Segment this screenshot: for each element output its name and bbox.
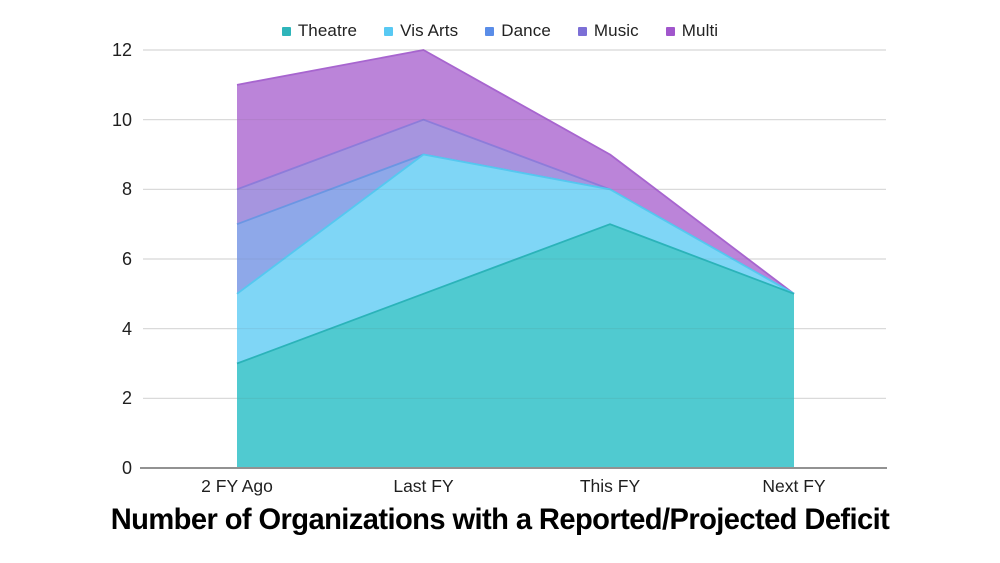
y-tick-label-0: 0: [121, 458, 132, 478]
y-tick-label-4: 4: [121, 318, 132, 339]
x-axis-label-last-fy: Last FY: [393, 476, 454, 496]
line-theatre: [236, 223, 795, 365]
legend-item-vis-arts[interactable]: Vis Arts: [384, 21, 458, 41]
legend-swatch-dance: [485, 26, 495, 36]
line-vis-arts: [236, 153, 795, 295]
area-theatre: [237, 224, 794, 468]
y-tick-label-10: 10: [111, 109, 132, 130]
legend-item-theatre[interactable]: Theatre: [281, 21, 358, 41]
x-axis-label-this-fy: This FY: [579, 476, 641, 496]
legend-item-dance[interactable]: Dance: [485, 21, 551, 41]
legend-label-multi: Multi: [681, 21, 719, 40]
x-axis-label-next-fy: Next FY: [762, 476, 826, 496]
legend-swatch-music: [577, 26, 587, 36]
legend-label-vis-arts: Vis Arts: [400, 21, 459, 40]
chart-legend: Theatre Vis Arts Dance Music Multi: [0, 21, 1000, 41]
y-tick-label-8: 8: [121, 179, 132, 200]
legend-label-dance: Dance: [501, 21, 551, 40]
legend-item-music[interactable]: Music: [577, 21, 639, 41]
line-multi: [236, 49, 795, 295]
y-tick-label-2: 2: [121, 388, 132, 409]
legend-label-music: Music: [593, 21, 639, 40]
legend-swatch-theatre: [281, 26, 291, 36]
legend-label-theatre: Theatre: [297, 21, 358, 40]
y-tick-label-12: 12: [111, 40, 132, 60]
legend-item-multi[interactable]: Multi: [665, 21, 719, 41]
y-tick-label-6: 6: [121, 249, 132, 269]
legend-swatch-vis-arts: [384, 26, 394, 36]
x-axis-label-2-fy-ago: 2 FY Ago: [201, 476, 273, 496]
legend-swatch-multi: [665, 26, 675, 36]
chart-title: Number of Organizations with a Reported/…: [110, 503, 890, 536]
